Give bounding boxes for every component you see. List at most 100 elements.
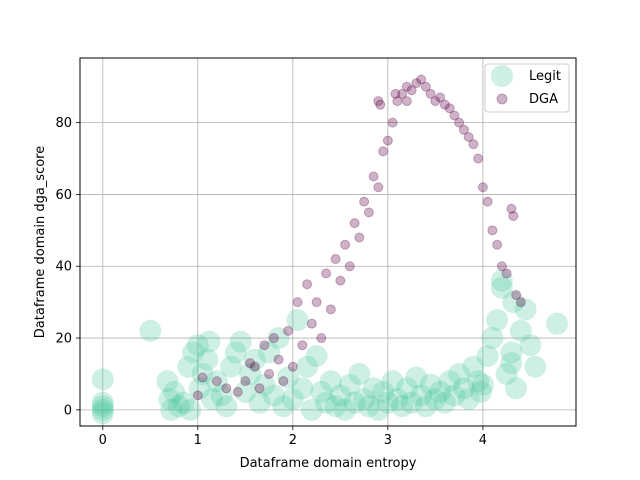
data-point-legit bbox=[391, 395, 414, 418]
data-point-legit bbox=[215, 395, 238, 418]
data-point-dga bbox=[321, 268, 332, 279]
data-point-legit bbox=[291, 377, 314, 400]
data-point-dga bbox=[268, 333, 279, 344]
plot-frame bbox=[79, 57, 577, 427]
data-point-dga bbox=[458, 124, 469, 135]
data-point-legit bbox=[300, 398, 323, 421]
data-point-legit bbox=[253, 373, 276, 396]
data-point-legit bbox=[267, 327, 290, 350]
data-point-dga bbox=[390, 88, 401, 99]
data-point-legit bbox=[186, 334, 209, 357]
data-point-legit bbox=[158, 388, 181, 411]
data-point-legit bbox=[188, 377, 211, 400]
data-point-legit bbox=[376, 391, 399, 414]
data-point-dga bbox=[508, 210, 519, 221]
data-point-legit bbox=[429, 380, 452, 403]
data-point-legit bbox=[262, 384, 285, 407]
data-point-legit bbox=[167, 395, 190, 418]
data-point-legit bbox=[182, 341, 205, 364]
data-point-legit bbox=[452, 377, 475, 400]
data-point-legit bbox=[467, 370, 490, 393]
data-point-legit bbox=[514, 298, 537, 321]
x-axis-label: Dataframe domain entropy bbox=[240, 456, 417, 471]
data-point-dga bbox=[344, 261, 355, 272]
data-point-dga bbox=[375, 99, 386, 110]
data-point-legit bbox=[481, 327, 504, 350]
data-point-dga bbox=[283, 325, 294, 336]
data-point-legit bbox=[196, 348, 219, 371]
data-point-legit bbox=[210, 384, 233, 407]
data-point-legit bbox=[163, 380, 186, 403]
data-point-dga bbox=[454, 117, 465, 128]
data-point-legit bbox=[91, 368, 114, 391]
data-point-dga bbox=[387, 117, 398, 128]
data-points bbox=[91, 74, 568, 425]
data-point-legit bbox=[191, 362, 214, 385]
data-point-dga bbox=[232, 386, 243, 397]
data-point-legit bbox=[243, 348, 266, 371]
data-point-dga bbox=[477, 182, 488, 193]
data-point-legit bbox=[490, 269, 513, 292]
data-point-legit bbox=[315, 391, 338, 414]
data-point-dga bbox=[287, 361, 298, 372]
data-point-legit bbox=[353, 388, 376, 411]
data-point-dga bbox=[444, 103, 455, 114]
data-point-dga bbox=[335, 275, 346, 286]
data-point-legit bbox=[281, 388, 304, 411]
data-point-legit bbox=[286, 309, 309, 332]
data-point-dga bbox=[473, 153, 484, 164]
data-point-dga bbox=[463, 131, 474, 142]
data-point-legit bbox=[410, 384, 433, 407]
data-point-legit bbox=[179, 398, 202, 421]
data-point-legit bbox=[139, 319, 162, 342]
data-point-dga bbox=[306, 318, 317, 329]
data-point-legit bbox=[172, 391, 195, 414]
data-point-legit bbox=[424, 388, 447, 411]
data-point-dga bbox=[378, 146, 389, 157]
data-point-dga bbox=[368, 171, 379, 182]
data-point-legit bbox=[201, 388, 224, 411]
data-point-legit bbox=[471, 373, 494, 396]
y-tick-label: 80 bbox=[55, 116, 72, 131]
data-point-legit bbox=[324, 395, 347, 418]
y-tick-label: 40 bbox=[55, 260, 72, 275]
data-point-dga bbox=[416, 74, 427, 85]
data-point-dga bbox=[492, 239, 503, 250]
data-point-dga bbox=[330, 254, 341, 265]
data-point-legit bbox=[248, 391, 271, 414]
data-point-dga bbox=[192, 390, 203, 401]
data-point-dga bbox=[482, 196, 493, 207]
data-point-dga bbox=[278, 376, 289, 387]
data-point-legit bbox=[502, 291, 525, 314]
data-point-dga bbox=[297, 340, 308, 351]
data-point-legit bbox=[160, 398, 183, 421]
data-point-legit bbox=[414, 395, 437, 418]
data-point-legit bbox=[229, 330, 252, 353]
data-point-legit bbox=[405, 366, 428, 389]
data-point-dga bbox=[401, 81, 412, 92]
data-point-dga bbox=[430, 96, 441, 107]
legend-marker-legit bbox=[491, 65, 513, 87]
y-axis-ticks: 0 20 40 60 80 bbox=[55, 116, 80, 418]
data-point-legit bbox=[486, 309, 509, 332]
data-point-legit bbox=[438, 370, 461, 393]
data-point-dga bbox=[240, 376, 251, 387]
data-point-legit bbox=[319, 370, 342, 393]
data-point-dga bbox=[449, 110, 460, 121]
data-point-legit bbox=[462, 355, 485, 378]
data-point-legit bbox=[519, 334, 542, 357]
data-point-legit bbox=[433, 391, 456, 414]
data-point-dga bbox=[487, 225, 498, 236]
legend-box bbox=[484, 63, 570, 113]
x-axis-ticks: 0 1 2 3 4 bbox=[99, 426, 487, 448]
data-point-dga bbox=[501, 268, 512, 279]
data-point-legit bbox=[505, 377, 528, 400]
data-point-legit bbox=[91, 402, 114, 425]
data-point-legit bbox=[546, 312, 568, 335]
data-point-dga bbox=[273, 354, 284, 365]
data-point-legit bbox=[329, 384, 352, 407]
data-point-legit bbox=[448, 362, 471, 385]
data-point-legit bbox=[500, 352, 523, 375]
data-point-legit bbox=[239, 362, 262, 385]
